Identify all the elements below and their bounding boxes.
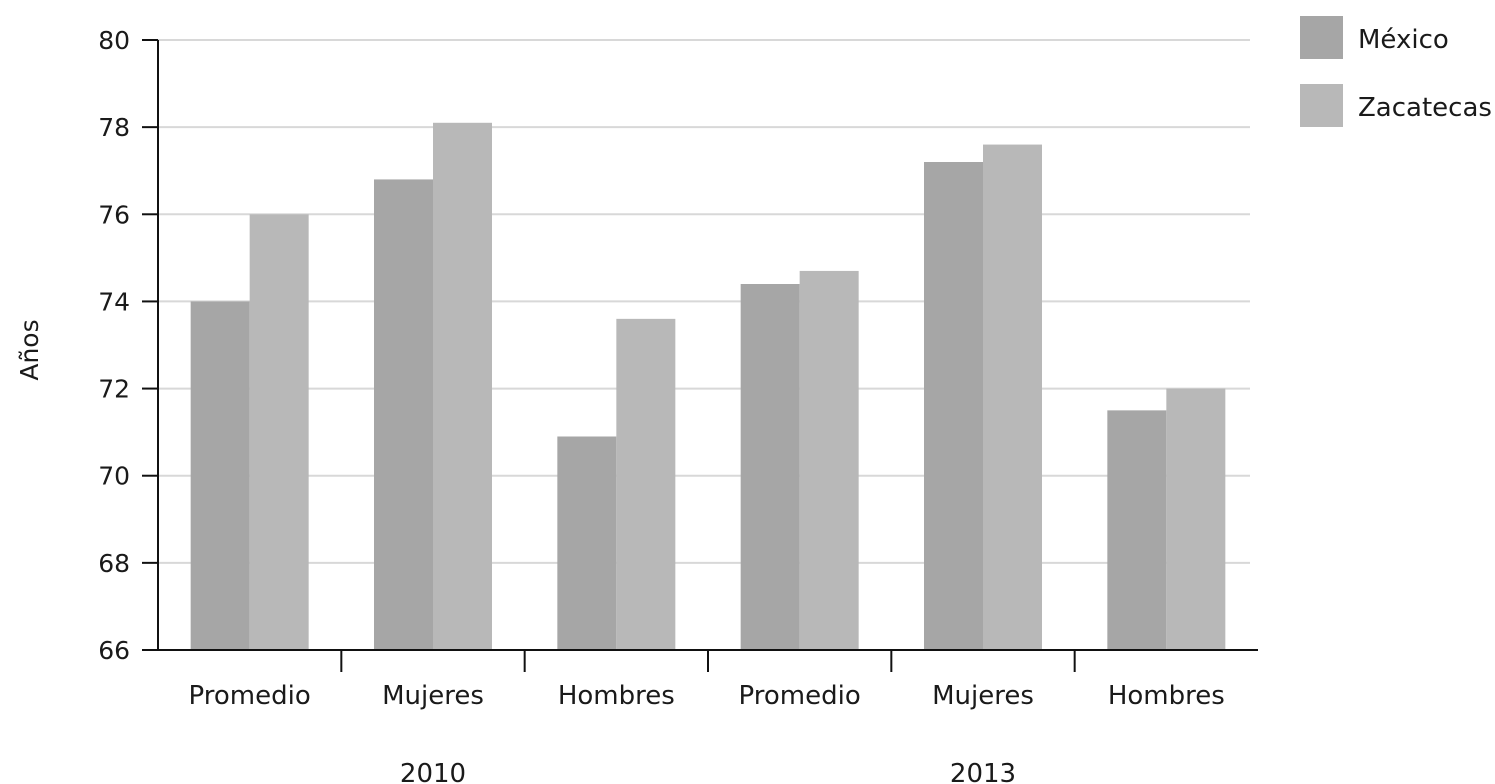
y-tick-label: 74 [98, 287, 130, 316]
y-ticks: 66 68 70 72 74 76 78 80 [98, 26, 158, 665]
x-category-label: Promedio [189, 681, 311, 711]
x-group-label: 2013 [950, 759, 1016, 784]
bar-m-xico-5 [1107, 410, 1167, 650]
x-group-labels: 2010 2013 [400, 759, 1016, 784]
bars [190, 122, 1226, 651]
x-category-labels: Promedio Mujeres Hombres Promedio Mujeres Hom… [189, 681, 1225, 711]
legend-label: México [1358, 25, 1449, 55]
x-category-label: Mujeres [382, 681, 484, 711]
legend-swatch [1300, 84, 1343, 127]
bar-m-xico-3 [740, 284, 800, 650]
bar-m-xico-2 [557, 436, 617, 650]
y-tick-label: 68 [98, 549, 130, 578]
bar-zacatecas-2 [616, 318, 676, 650]
axes [157, 40, 1258, 672]
bar-m-xico-0 [190, 301, 250, 650]
y-tick-label: 78 [98, 113, 130, 142]
bar-zacatecas-4 [983, 144, 1042, 651]
bar-zacatecas-1 [433, 122, 492, 651]
bar-m-xico-1 [374, 179, 433, 650]
bar-zacatecas-0 [249, 214, 309, 651]
legend: México Zacatecas [1300, 16, 1492, 127]
x-group-label: 2010 [400, 759, 466, 784]
y-tick-label: 72 [98, 375, 130, 404]
x-category-label: Promedio [739, 681, 861, 711]
bar-m-xico-4 [924, 162, 983, 650]
bar-zacatecas-5 [1166, 388, 1226, 650]
x-category-label: Mujeres [932, 681, 1034, 711]
x-category-label: Hombres [1108, 681, 1225, 711]
x-category-label: Hombres [558, 681, 675, 711]
y-tick-label: 66 [98, 636, 130, 665]
legend-label: Zacatecas [1358, 93, 1492, 123]
legend-swatch [1300, 16, 1343, 59]
y-tick-label: 70 [98, 462, 130, 491]
gridlines [158, 39, 1250, 564]
bar-zacatecas-3 [799, 270, 859, 650]
y-tick-label: 76 [98, 200, 130, 229]
y-axis-label: Años [15, 319, 44, 380]
y-tick-label: 80 [98, 26, 130, 55]
